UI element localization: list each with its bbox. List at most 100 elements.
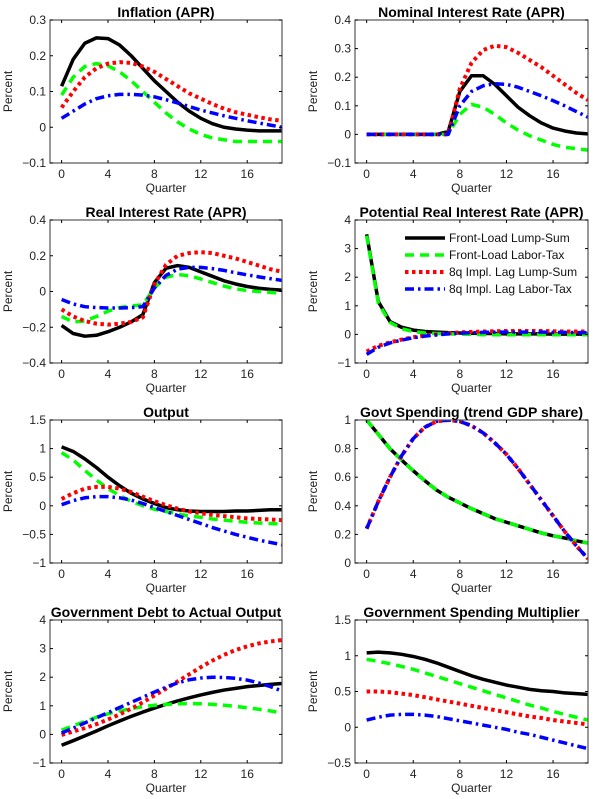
y-axis-label: Percent <box>306 470 320 512</box>
axes-box <box>49 619 283 764</box>
panel-title: Real Interest Rate (APR) <box>85 204 246 220</box>
panel-6: 0 4 8 12 16 0 0.2 0.4 0.6 0.8 1 Quarter Percent Govt … <box>306 404 589 595</box>
x-tick-label: 8 <box>457 567 464 581</box>
series-line-4 <box>60 92 282 129</box>
y-axis-label: Percent <box>1 270 15 312</box>
y-tick-label: 0.3 <box>29 13 46 27</box>
y-tick-label: 1 <box>39 442 46 456</box>
x-tick-label: 12 <box>500 167 514 181</box>
x-tick-label: 0 <box>58 567 65 581</box>
series-line-3 <box>60 484 282 523</box>
y-tick-label: 0.1 <box>29 85 46 99</box>
series-line-2 <box>60 61 282 144</box>
series-line-4 <box>366 712 588 751</box>
series-line-3 <box>366 43 588 137</box>
x-tick-label: 4 <box>105 767 112 781</box>
y-tick-label: 0.4 <box>29 213 46 227</box>
panel-3: 0 4 8 12 16 −0.4 −0.2 0 0.2 0.4 Quarter Percent Real… <box>1 204 283 395</box>
x-tick-label: 8 <box>151 567 158 581</box>
y-tick-label: 0.8 <box>334 442 351 456</box>
series-line-1 <box>60 263 282 338</box>
y-tick-label: −1 <box>32 756 46 770</box>
x-tick-label: 12 <box>500 567 514 581</box>
y-tick-label: 0.1 <box>334 99 351 113</box>
x-tick-label: 0 <box>58 767 65 781</box>
y-tick-label: −0.5 <box>22 527 46 541</box>
y-tick-label: 1.5 <box>334 613 351 627</box>
y-tick-label: 0 <box>39 499 46 513</box>
series-group <box>59 36 282 144</box>
x-tick-label: 12 <box>194 767 208 781</box>
y-tick-label: 0 <box>39 727 46 741</box>
y-tick-label: 0.2 <box>334 70 351 84</box>
x-tick-label: 16 <box>241 767 255 781</box>
panel-2: 0 4 8 12 16 −0.1 0 0.1 0.2 0.3 0.4 Quarter Percent No… <box>306 4 589 195</box>
legend-label-3: 8q Impl. Lag Lump-Sum <box>449 265 577 279</box>
x-tick-label: 8 <box>457 367 464 381</box>
series-group <box>366 43 588 152</box>
y-tick-label: −0.1 <box>22 156 46 170</box>
axes-box <box>49 419 283 564</box>
y-tick-label: 0 <box>344 127 351 141</box>
x-tick-label: 4 <box>410 567 417 581</box>
series-line-1 <box>366 650 588 697</box>
x-tick-label: 0 <box>58 167 65 181</box>
series-line-1 <box>365 420 588 545</box>
x-tick-label: 0 <box>363 167 370 181</box>
series-line-4 <box>365 330 588 356</box>
x-tick-label: 16 <box>546 767 560 781</box>
series-line-2 <box>60 272 282 324</box>
plot-area <box>50 620 282 763</box>
panel-title: Potential Real Interest Rate (APR) <box>359 204 583 220</box>
x-tick-label: 4 <box>105 167 112 181</box>
axes-box <box>354 219 589 364</box>
y-tick-label: 3 <box>344 242 351 256</box>
series-group <box>364 420 588 561</box>
y-axis-label: Percent <box>1 670 15 712</box>
x-axis-label: Quarter <box>146 181 187 195</box>
panel-title: Inflation (APR) <box>117 4 214 20</box>
x-tick-label: 4 <box>410 767 417 781</box>
y-tick-label: 0.2 <box>29 249 46 263</box>
series-line-2 <box>364 235 588 337</box>
y-tick-label: 0 <box>344 556 351 570</box>
series-line-3 <box>365 328 588 354</box>
plot-area <box>355 420 588 563</box>
x-tick-label: 12 <box>500 767 514 781</box>
panel-1: 0 4 8 12 16 −0.1 0 0.1 0.2 0.3 Quarter Percent Infla… <box>1 4 283 195</box>
series-group <box>60 250 282 338</box>
axes-box <box>354 19 589 164</box>
x-axis-label: Quarter <box>451 381 492 395</box>
x-tick-label: 8 <box>151 167 158 181</box>
y-tick-label: −0.2 <box>22 320 46 334</box>
axes-box <box>354 419 589 564</box>
x-tick-label: 0 <box>363 367 370 381</box>
y-tick-label: 0 <box>39 120 46 134</box>
y-tick-label: 0.5 <box>334 685 351 699</box>
x-axis-label: Quarter <box>146 381 187 395</box>
panel-title: Government Debt to Actual Output <box>51 604 282 620</box>
x-tick-label: 12 <box>194 567 208 581</box>
y-tick-label: 3 <box>39 642 46 656</box>
legend: Front-Load Lump-Sum Front-Load Labor-Tax 8… <box>405 231 577 296</box>
panel-title: Output <box>143 404 189 420</box>
y-tick-label: 0.5 <box>29 470 46 484</box>
plot-area <box>355 220 588 363</box>
y-tick-label: 1 <box>344 649 351 663</box>
x-axis-label: Quarter <box>146 581 187 595</box>
y-tick-label: 4 <box>39 613 46 627</box>
x-tick-label: 12 <box>194 167 208 181</box>
series-group <box>60 638 282 747</box>
y-tick-label: 1 <box>344 299 351 313</box>
x-tick-label: 16 <box>546 367 560 381</box>
series-group <box>366 650 588 751</box>
panel-5: 0 4 8 12 16 −1 −0.5 0 0.5 1 1.5 Quarter Percent Outpu… <box>1 404 283 595</box>
y-axis-label: Percent <box>1 70 15 112</box>
y-tick-label: 2 <box>344 270 351 284</box>
y-tick-label: −1 <box>337 356 351 370</box>
y-tick-label: −0.4 <box>22 356 46 370</box>
x-tick-label: 4 <box>410 367 417 381</box>
